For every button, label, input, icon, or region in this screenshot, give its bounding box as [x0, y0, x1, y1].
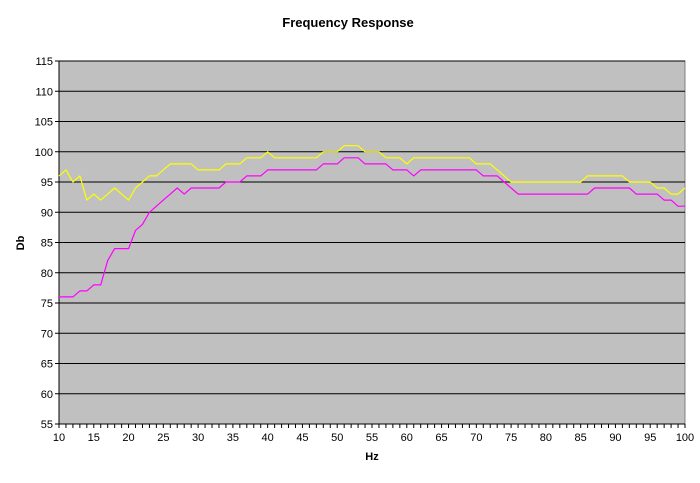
y-tick-label: 70 [41, 328, 53, 340]
axes: 55 60 65 70 75 80 85 90 95 100 105 110 115 10 15 20 25 30… [35, 56, 695, 444]
x-tick-label: 35 [227, 432, 239, 444]
x-tick-label: 75 [505, 432, 517, 444]
y-tick-label: 110 [35, 86, 53, 98]
y-tick-label: 60 [41, 389, 53, 401]
x-tick-label: 100 [676, 432, 694, 444]
y-tick-label: 90 [41, 207, 53, 219]
x-tick-label: 90 [609, 432, 621, 444]
chart-title: Frequency Response [282, 15, 414, 30]
series-line-2 [59, 157, 685, 298]
x-tick-label: 10 [53, 432, 65, 444]
y-tick-label: 85 [41, 238, 53, 250]
y-tick-label: 80 [41, 268, 53, 280]
y-tick-label: 115 [35, 56, 53, 68]
x-tick-label: 95 [644, 432, 656, 444]
x-tick-label: 25 [157, 432, 169, 444]
y-tick-label: 95 [41, 177, 53, 189]
y-tick-label: 65 [41, 359, 53, 371]
x-tick-label: 30 [192, 432, 204, 444]
series-lines [58, 145, 686, 298]
x-tick-label: 80 [540, 432, 552, 444]
x-tick-label: 85 [575, 432, 587, 444]
x-tick-label: 45 [296, 432, 308, 444]
y-tick-label: 75 [41, 298, 53, 310]
y-axis-label: Db [15, 235, 27, 250]
y-tick-label: 105 [35, 117, 53, 129]
x-tick-label: 50 [331, 432, 343, 444]
series-line-1 [58, 145, 686, 201]
x-tick-label: 55 [366, 432, 378, 444]
x-tick-label: 60 [401, 432, 413, 444]
x-tick-label: 15 [88, 432, 100, 444]
x-tick-label: 70 [470, 432, 482, 444]
x-axis-label: Hz [365, 451, 379, 463]
y-tick-label: 100 [35, 147, 53, 159]
x-tick-label: 65 [435, 432, 447, 444]
y-tick-label: 55 [41, 419, 53, 431]
x-tick-label: 40 [262, 432, 274, 444]
x-tick-label: 20 [122, 432, 134, 444]
